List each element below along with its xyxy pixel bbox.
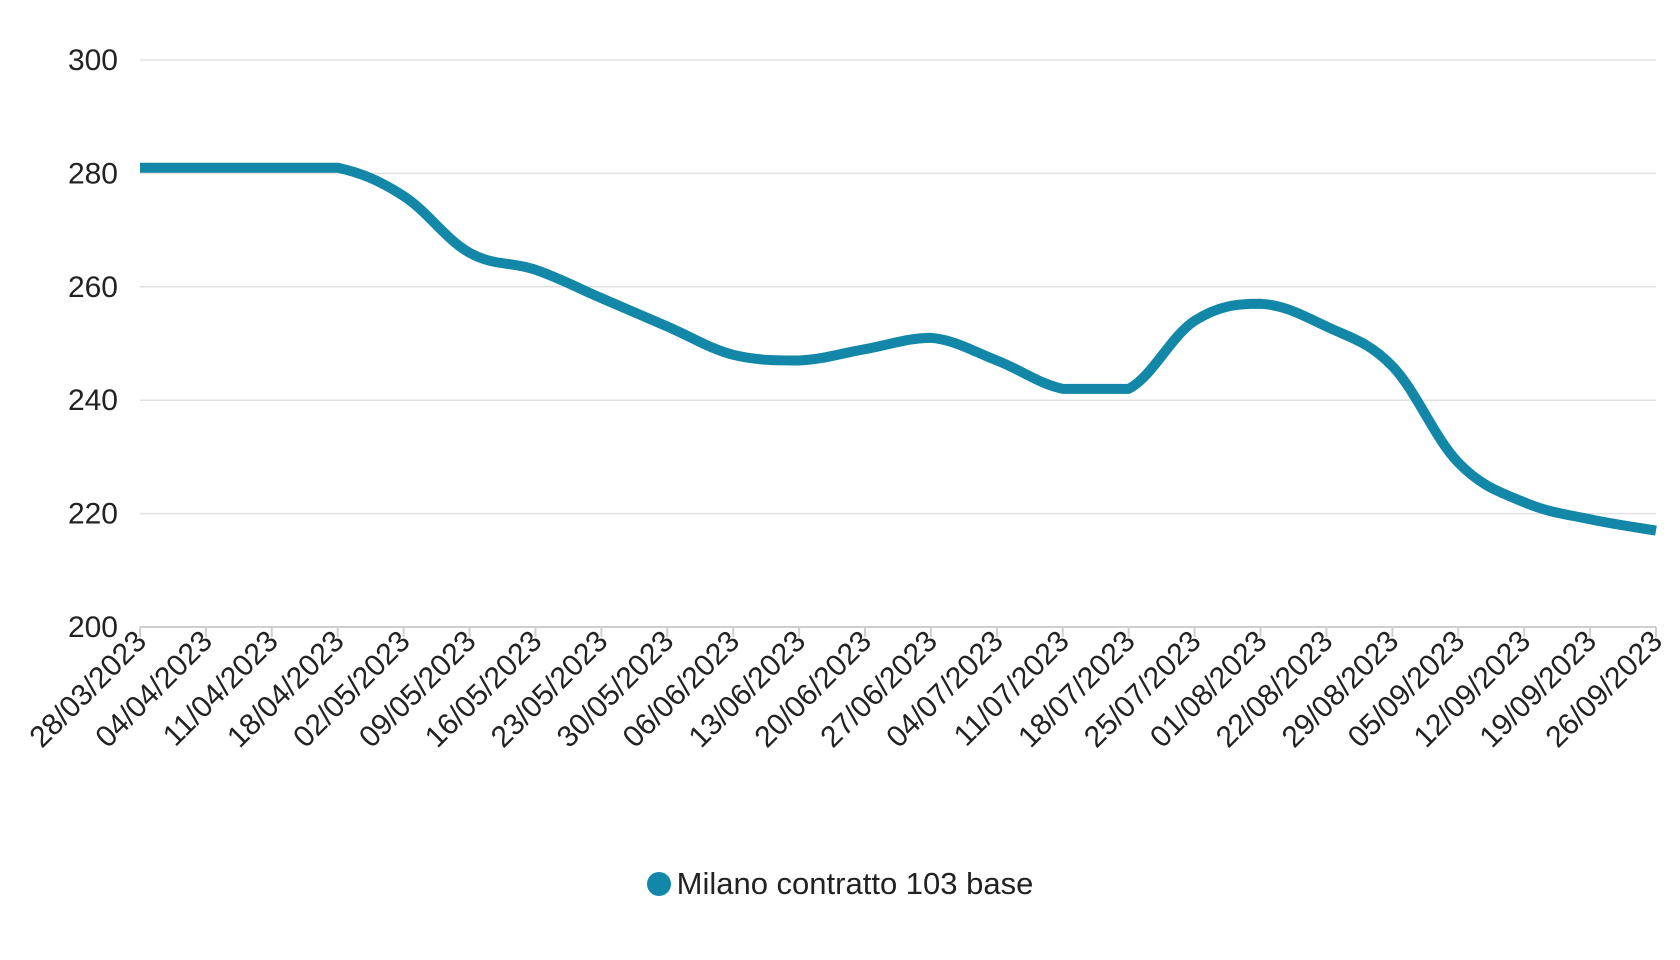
legend-marker-icon [646,872,671,896]
y-tick-label: 300 [68,44,118,77]
series-line [140,162,1657,536]
y-tick-label: 260 [68,271,118,304]
y-tick-label: 220 [68,498,118,531]
legend-label: Milano contratto 103 base [676,866,1034,901]
y-tick-label: 200 [68,611,118,644]
y-tick-label: 240 [68,384,118,417]
y-tick-label: 280 [68,157,118,190]
legend: Milano contratto 103 base [0,866,1680,902]
